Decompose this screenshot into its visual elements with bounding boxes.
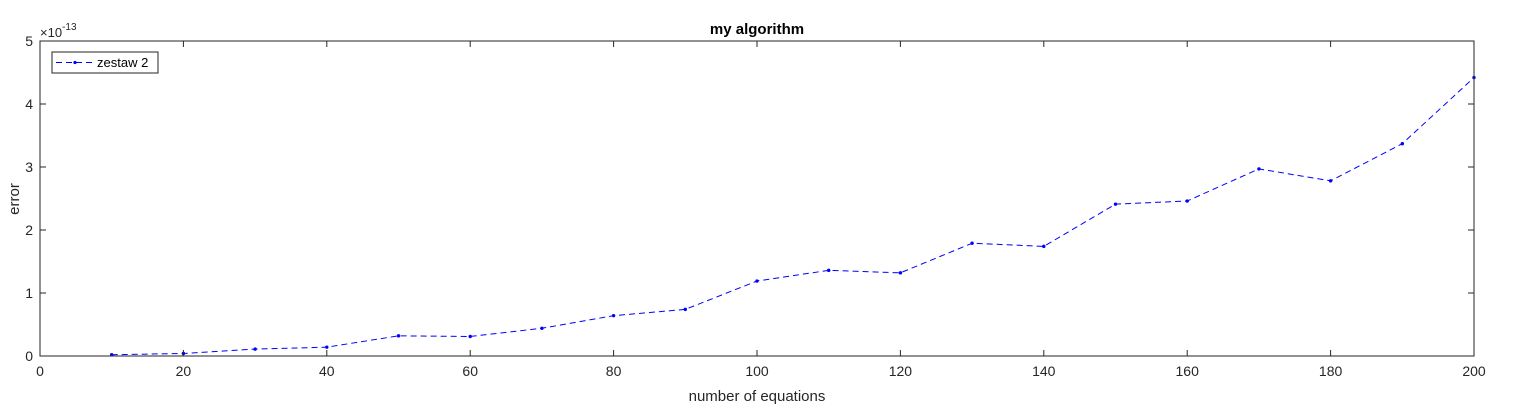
data-point xyxy=(683,307,687,312)
x-tick-label: 160 xyxy=(1176,363,1200,379)
x-tick-label: 40 xyxy=(319,363,335,379)
data-point xyxy=(1400,141,1405,146)
x-tick-label: 60 xyxy=(462,363,478,379)
legend-label: zestaw 2 xyxy=(97,55,148,70)
data-point xyxy=(1113,202,1118,206)
data-point xyxy=(1042,244,1046,249)
y-axis-label: error xyxy=(6,183,23,215)
y-tick-label: 5 xyxy=(25,33,33,49)
y-tick-label: 0 xyxy=(25,348,33,364)
y-tick-label: 4 xyxy=(25,96,33,112)
data-point xyxy=(755,279,759,283)
ticks-layer: 0 20 40 60 80 100 120 140 160 180 200 0 1 2 3 4 5 xyxy=(25,33,1486,379)
x-tick-label: 180 xyxy=(1319,363,1343,379)
plot-area xyxy=(40,41,1474,356)
legend-box xyxy=(51,51,159,74)
y-exponent-base: ×10 xyxy=(40,25,62,40)
data-point xyxy=(468,334,472,339)
series-layer xyxy=(110,75,1476,357)
data-point xyxy=(1185,199,1189,203)
y-exponent-power: -13 xyxy=(62,22,77,33)
legend-marker-sample xyxy=(73,60,77,65)
x-tick-label: 120 xyxy=(889,363,913,379)
data-point xyxy=(325,345,329,349)
data-point xyxy=(1257,167,1261,171)
y-tick-label: 2 xyxy=(25,222,33,238)
x-tick-label: 140 xyxy=(1032,363,1056,379)
data-point xyxy=(540,326,544,330)
data-point xyxy=(253,347,257,351)
y-tick-label: 1 xyxy=(25,285,33,301)
x-axis-label: number of equations xyxy=(689,388,826,405)
data-point xyxy=(1328,179,1333,183)
chart-title: my algorithm xyxy=(710,21,804,38)
x-tick-label: 80 xyxy=(606,363,622,379)
x-tick-label: 200 xyxy=(1462,363,1486,379)
data-point xyxy=(396,334,401,338)
data-point xyxy=(611,313,616,318)
data-point xyxy=(827,268,831,273)
legend: zestaw 2 xyxy=(51,51,159,74)
x-tick-label: 20 xyxy=(176,363,192,379)
y-tick-label: 3 xyxy=(25,159,33,175)
data-point xyxy=(970,241,974,245)
data-point xyxy=(898,271,903,275)
x-tick-label: 100 xyxy=(745,363,769,379)
x-tick-label: 0 xyxy=(36,363,44,379)
y-exponent-label: ×10-13 xyxy=(40,22,77,40)
